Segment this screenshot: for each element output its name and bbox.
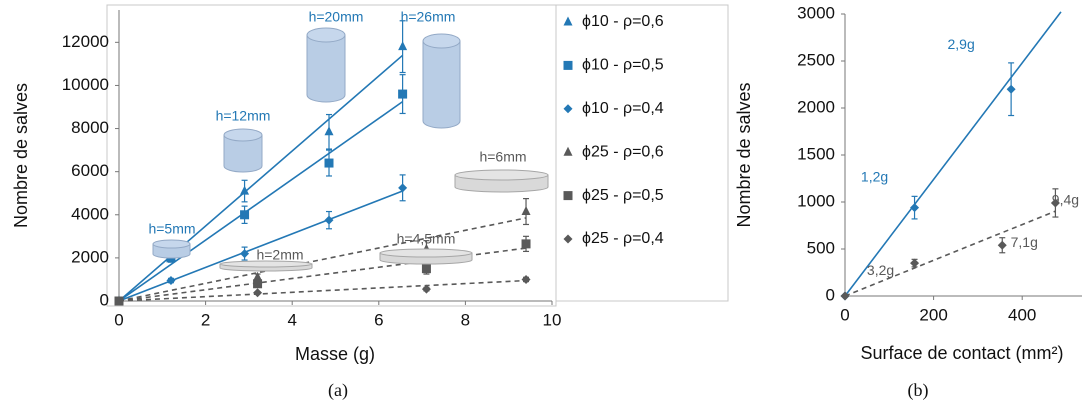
annotation: h=4,5mm bbox=[397, 231, 456, 247]
annotation: h=2mm bbox=[256, 247, 303, 263]
point bbox=[997, 240, 1007, 250]
legend-label: ϕ25 - ρ=0,6 bbox=[582, 143, 664, 160]
y-tick-label: 6000 bbox=[71, 161, 109, 180]
annotation: h=6mm bbox=[479, 149, 526, 165]
cylinder-top bbox=[223, 128, 263, 142]
x-tick-label: 400 bbox=[1008, 305, 1036, 324]
y-tick-label: 1500 bbox=[797, 144, 835, 163]
trend-line bbox=[118, 190, 403, 302]
y-tick-label: 0 bbox=[826, 285, 835, 304]
point bbox=[324, 158, 334, 168]
plot-frame bbox=[833, 9, 1086, 301]
legend-marker bbox=[563, 234, 573, 244]
point bbox=[240, 249, 250, 259]
annotation: h=26mm bbox=[401, 9, 456, 25]
point bbox=[324, 126, 334, 136]
x-tick-label: 6 bbox=[374, 310, 383, 329]
cylinder-top bbox=[379, 248, 473, 258]
legend-label: ϕ25 - ρ=0,5 bbox=[582, 187, 664, 204]
caption: (a) bbox=[328, 380, 348, 401]
point bbox=[910, 258, 920, 268]
trend-line bbox=[844, 11, 1062, 297]
point bbox=[253, 288, 263, 298]
point-label: 3,2g bbox=[867, 262, 894, 278]
cylinder bbox=[223, 134, 263, 173]
point bbox=[910, 203, 920, 213]
legend-label: ϕ25 - ρ=0,4 bbox=[582, 230, 664, 247]
trend-line bbox=[118, 100, 404, 302]
point bbox=[240, 185, 250, 195]
cylinder-top bbox=[219, 260, 313, 268]
cylinder-top bbox=[306, 27, 346, 43]
point bbox=[253, 271, 263, 281]
y-tick-label: 3000 bbox=[797, 3, 835, 22]
x-tick-label: 2 bbox=[201, 310, 210, 329]
legend-marker bbox=[563, 60, 573, 70]
point bbox=[1006, 84, 1016, 94]
x-tick-label: 8 bbox=[461, 310, 470, 329]
trend-line bbox=[844, 210, 1056, 297]
x-axis-title: Masse (g) bbox=[295, 344, 375, 364]
point-label: 1,2g bbox=[861, 168, 888, 184]
annotation: h=5mm bbox=[148, 221, 195, 237]
point bbox=[398, 41, 408, 51]
point-label: 2,9g bbox=[947, 36, 974, 52]
y-tick-label: 2000 bbox=[797, 97, 835, 116]
point bbox=[1050, 198, 1060, 208]
legend-label: ϕ10 - ρ=0,4 bbox=[582, 100, 664, 117]
y-tick-label: 500 bbox=[807, 238, 835, 257]
trend-line bbox=[118, 217, 527, 302]
point bbox=[240, 210, 250, 220]
y-tick-label: 2000 bbox=[71, 247, 109, 266]
legend-label: ϕ10 - ρ=0,5 bbox=[582, 57, 664, 74]
legend-label: ϕ10 - ρ=0,6 bbox=[582, 13, 664, 30]
trend-line bbox=[118, 279, 527, 302]
point bbox=[324, 215, 334, 225]
y-tick-label: 12000 bbox=[62, 32, 109, 51]
y-axis-title: Nombre de salves bbox=[11, 83, 31, 228]
legend-marker bbox=[563, 191, 573, 201]
x-tick-label: 10 bbox=[543, 310, 562, 329]
point bbox=[521, 206, 531, 216]
cylinder-top bbox=[152, 239, 191, 249]
point bbox=[521, 274, 531, 284]
point bbox=[840, 291, 850, 301]
cylinder-top bbox=[454, 169, 549, 181]
y-tick-label: 0 bbox=[100, 290, 109, 309]
legend-marker bbox=[563, 104, 573, 114]
annotation: h=12mm bbox=[216, 108, 271, 124]
point-label: 7,1g bbox=[1011, 234, 1038, 250]
x-tick-label: 0 bbox=[840, 305, 849, 324]
caption: (b) bbox=[908, 380, 929, 401]
x-axis-title: Surface de contact (mm²) bbox=[860, 343, 1063, 363]
x-tick-label: 200 bbox=[919, 305, 947, 324]
point bbox=[421, 284, 431, 294]
y-tick-label: 4000 bbox=[71, 204, 109, 223]
y-axis-title: Nombre de salves bbox=[734, 82, 754, 227]
point bbox=[253, 279, 263, 289]
cylinder bbox=[306, 34, 346, 103]
cylinder bbox=[422, 40, 461, 129]
y-tick-label: 2500 bbox=[797, 50, 835, 69]
trend-line bbox=[118, 54, 404, 302]
legend-marker bbox=[563, 146, 573, 156]
cylinder-top bbox=[422, 33, 461, 49]
point bbox=[166, 276, 176, 286]
y-tick-label: 8000 bbox=[71, 118, 109, 137]
annotation: h=20mm bbox=[309, 9, 364, 25]
point bbox=[114, 296, 124, 306]
x-tick-label: 4 bbox=[287, 310, 296, 329]
y-tick-label: 10000 bbox=[62, 75, 109, 94]
plot-frame bbox=[106, 4, 557, 307]
point bbox=[398, 183, 408, 193]
legend-marker bbox=[563, 16, 573, 26]
point-label: 9,4g bbox=[1052, 192, 1079, 208]
point bbox=[421, 264, 431, 274]
point bbox=[398, 89, 408, 99]
point bbox=[521, 239, 531, 249]
x-tick-label: 0 bbox=[114, 310, 123, 329]
y-tick-label: 1000 bbox=[797, 191, 835, 210]
